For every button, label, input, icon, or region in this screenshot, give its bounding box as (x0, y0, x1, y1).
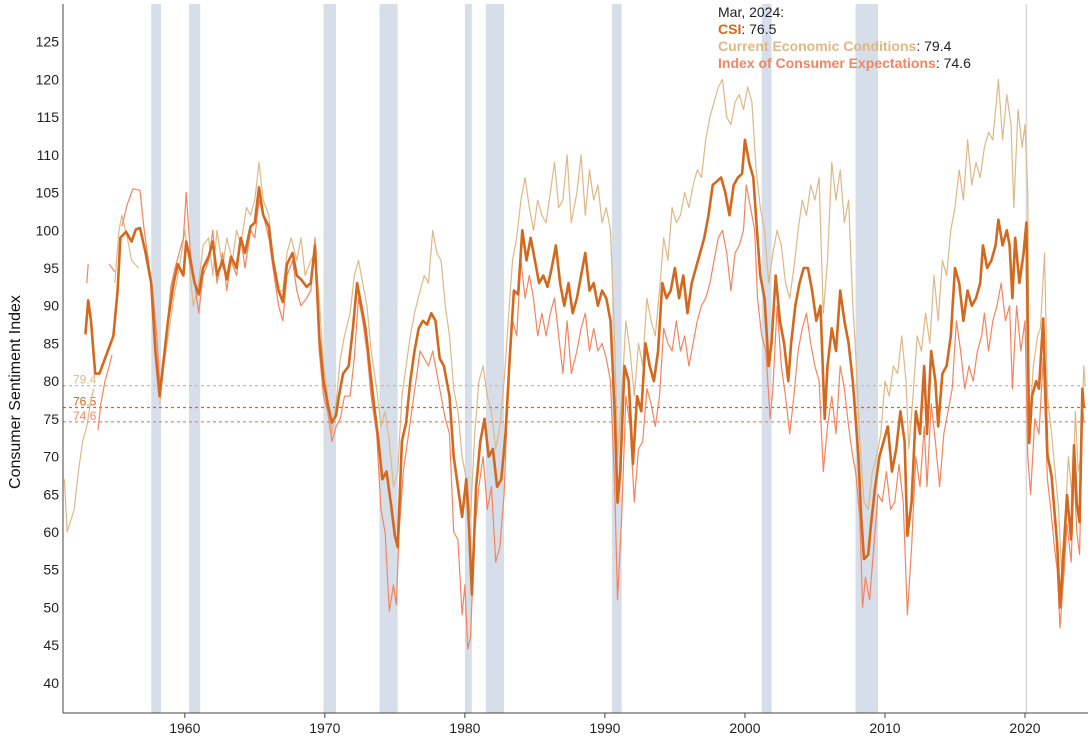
hover-tooltip: Mar, 2024: CSI: 76.5 Current Economic Co… (718, 4, 971, 72)
y-tick-label: 120 (36, 71, 60, 87)
y-tick-label: 85 (43, 335, 59, 351)
series-index-of-consumer-expectations (86, 184, 1085, 650)
tooltip-row-csi: CSI: 76.5 (718, 21, 777, 37)
y-tick-label: 55 (43, 562, 59, 578)
x-tick-label: 1990 (589, 720, 620, 736)
x-tick-label: 2010 (869, 720, 900, 736)
y-axis-label: Consumer Sentiment Index (7, 295, 24, 489)
recession-band-6 (485, 4, 505, 713)
y-tick-label: 115 (37, 109, 60, 125)
series-line-segment (108, 263, 116, 273)
series-line-segment (121, 184, 1085, 650)
series-current-economic-conditions (63, 78, 1086, 571)
y-tick-label: 80 (43, 373, 59, 389)
y-tick-label: 75 (43, 411, 59, 427)
tooltip-csi-value: 76.5 (749, 21, 777, 37)
series-line-segment (114, 214, 140, 284)
recession-band-4 (379, 4, 398, 713)
tooltip-expect-value: 74.6 (943, 55, 971, 71)
recession-band-7 (611, 4, 622, 713)
recession-band-5 (464, 4, 472, 713)
y-tick-label: 110 (37, 147, 60, 163)
y-tick-label: 45 (43, 637, 59, 653)
x-tick-label: 1980 (449, 720, 480, 736)
y-tick-label: 70 (43, 449, 59, 465)
y-tick-label: 95 (43, 260, 59, 276)
y-tick-label: 60 (43, 524, 59, 540)
x-tick-labels: 1960 1970 1980 1990 2000 2010 2020 (169, 713, 1041, 736)
series-line-segment (159, 78, 1086, 571)
reference-label-2: 76.5 (73, 395, 97, 409)
series-line-segment (97, 354, 113, 431)
series-line-segment (84, 138, 1086, 609)
x-tick-label: 2020 (1009, 720, 1040, 736)
recession-bands (151, 4, 1028, 713)
tooltip-csi-name: CSI (718, 21, 742, 37)
series-lines (63, 78, 1086, 650)
y-tick-labels: 40 45 50 55 60 65 70 75 80 85 90 95 100 105 110 115 120 1… (36, 34, 60, 691)
x-tick-label: 2000 (729, 720, 760, 736)
tooltip-row-expectations: Index of Consumer Expectations: 74.6 (718, 55, 971, 71)
x-tick-label: 1960 (169, 720, 200, 736)
y-tick-label: 50 (43, 599, 59, 615)
reference-label-3: 74.6 (73, 409, 97, 423)
recession-band-2 (189, 4, 201, 713)
tooltip-row-current: Current Economic Conditions: 79.4 (718, 38, 952, 54)
tooltip-current-value: 79.4 (924, 38, 952, 54)
y-tick-label: 125 (36, 34, 60, 50)
y-tick-label: 105 (36, 185, 60, 201)
y-tick-label: 40 (43, 675, 59, 691)
y-tick-label: 90 (43, 298, 59, 314)
tooltip-date: Mar, 2024: (718, 4, 785, 20)
series-line-segment (63, 388, 95, 533)
series-line-segment (86, 264, 89, 284)
y-tick-label: 65 (43, 486, 59, 502)
axes (62, 4, 1088, 714)
recession-band-9 (855, 4, 878, 713)
recession-band-3 (323, 4, 337, 713)
tooltip-expect-name: Index of Consumer Expectations (718, 55, 936, 71)
tooltip-current-name: Current Economic Conditions (718, 38, 917, 54)
reference-label-1: 79.4 (73, 373, 97, 387)
series-csi (84, 138, 1086, 609)
x-tick-label: 1970 (309, 720, 340, 736)
y-tick-label: 100 (36, 222, 60, 238)
